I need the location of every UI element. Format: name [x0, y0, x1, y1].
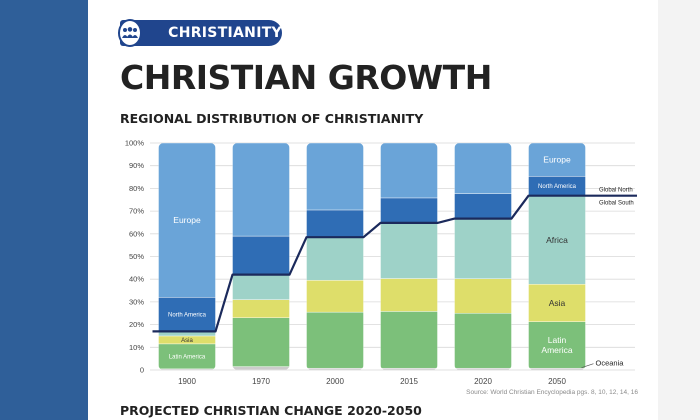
bar-group-2050 [528, 143, 586, 370]
bar-segment-north-america-1970 [232, 235, 290, 275]
bar-segment-oceania-2050 [528, 367, 586, 370]
chart-heading: REGIONAL DISTRIBUTION OF CHRISTIANITY [120, 111, 424, 126]
segment-label: North America [538, 184, 577, 190]
bar-segment-asia-2015 [380, 278, 438, 312]
bar-segment-europe-2000 [306, 143, 364, 211]
projection-heading: PROJECTED CHRISTIAN CHANGE 2020-2050 [120, 403, 422, 418]
segment-label: Latin America [169, 354, 206, 360]
people-group-icon [118, 19, 143, 47]
segment-label: Africa [546, 235, 568, 245]
y-tick-label: 70% [129, 207, 144, 216]
bar-segment-asia-2050 [528, 283, 586, 322]
bar-group-1970 [232, 143, 290, 370]
bar-segment-latin-america-2020 [454, 313, 512, 369]
bar-segment-africa-2015 [380, 222, 438, 279]
y-tick-label: 60% [129, 229, 144, 238]
oceania-label: Oceania [596, 359, 625, 368]
x-tick-label: 1970 [252, 377, 270, 386]
bar-group-2015 [380, 143, 438, 370]
segment-label: Europe [543, 155, 571, 165]
bar-segment-africa-2050 [528, 195, 586, 285]
segment-label: North America [168, 312, 207, 318]
bar-segment-africa-1970 [232, 274, 290, 300]
bar-segment-north-america-2020 [454, 193, 512, 219]
category-badge: CHRISTIANITY [118, 19, 282, 47]
bar-segment-europe-1900 [158, 143, 216, 298]
segment-label: America [541, 345, 572, 355]
x-tick-label: 2020 [474, 377, 492, 386]
y-tick-label: 10% [129, 343, 144, 352]
bar-segment-asia-2020 [454, 278, 512, 314]
bar-group-2020 [454, 143, 512, 370]
bar-segment-north-america-2015 [380, 197, 438, 224]
segment-label: Europe [173, 215, 201, 225]
bar-segment-asia-1970 [232, 299, 290, 318]
bar-segment-europe-1970 [232, 143, 290, 237]
source-note: Source: World Christian Encyclopedia pgs… [466, 389, 638, 396]
oceania-leader-line [581, 363, 594, 369]
bar-segment-asia-2000 [306, 280, 364, 313]
bar-segment-oceania-2015 [380, 367, 438, 370]
bar-group-1900 [158, 143, 216, 370]
bar-segment-oceania-2000 [306, 367, 364, 370]
segment-label: Asia [549, 298, 566, 308]
left-color-band [0, 0, 88, 420]
bar-segment-europe-2015 [380, 143, 438, 199]
x-tick-label: 2000 [326, 377, 344, 386]
y-tick-label: 80% [129, 184, 144, 193]
global-south-label: Global South [599, 201, 634, 207]
bar-segment-latin-america-1970 [232, 317, 290, 367]
bar-segment-latin-america-2050 [528, 321, 586, 369]
global-north-south-divider [152, 194, 637, 333]
bar-segment-europe-2020 [454, 143, 512, 194]
y-tick-label: 30% [129, 297, 144, 306]
x-tick-label: 1900 [178, 377, 196, 386]
global-north-label: Global North [599, 188, 633, 194]
y-tick-label: 40% [129, 275, 144, 284]
badge-label: CHRISTIANITY [168, 25, 282, 41]
page-title: CHRISTIAN GROWTH [120, 58, 492, 97]
bar-segment-africa-2000 [306, 237, 364, 281]
x-tick-label: 2050 [548, 377, 566, 386]
y-tick-label: 50% [129, 252, 144, 261]
bar-segment-latin-america-2015 [380, 311, 438, 369]
segment-label: Asia [181, 338, 193, 344]
bar-segment-oceania-2020 [454, 367, 512, 370]
bar-segment-europe-2050 [528, 143, 586, 177]
y-tick-label: 20% [129, 320, 144, 329]
bar-group-2000 [306, 143, 364, 370]
bar-segment-oceania-1970 [232, 366, 290, 370]
segment-label: Latin [548, 335, 567, 345]
y-tick-label: 90% [129, 161, 144, 170]
y-tick-label: 0 [140, 366, 144, 375]
bar-segment-latin-america-2000 [306, 311, 364, 369]
bar-segment-africa-2020 [454, 218, 512, 279]
x-tick-label: 2015 [400, 377, 418, 386]
bar-segment-north-america-2000 [306, 209, 364, 238]
y-tick-label: 100% [125, 139, 145, 148]
